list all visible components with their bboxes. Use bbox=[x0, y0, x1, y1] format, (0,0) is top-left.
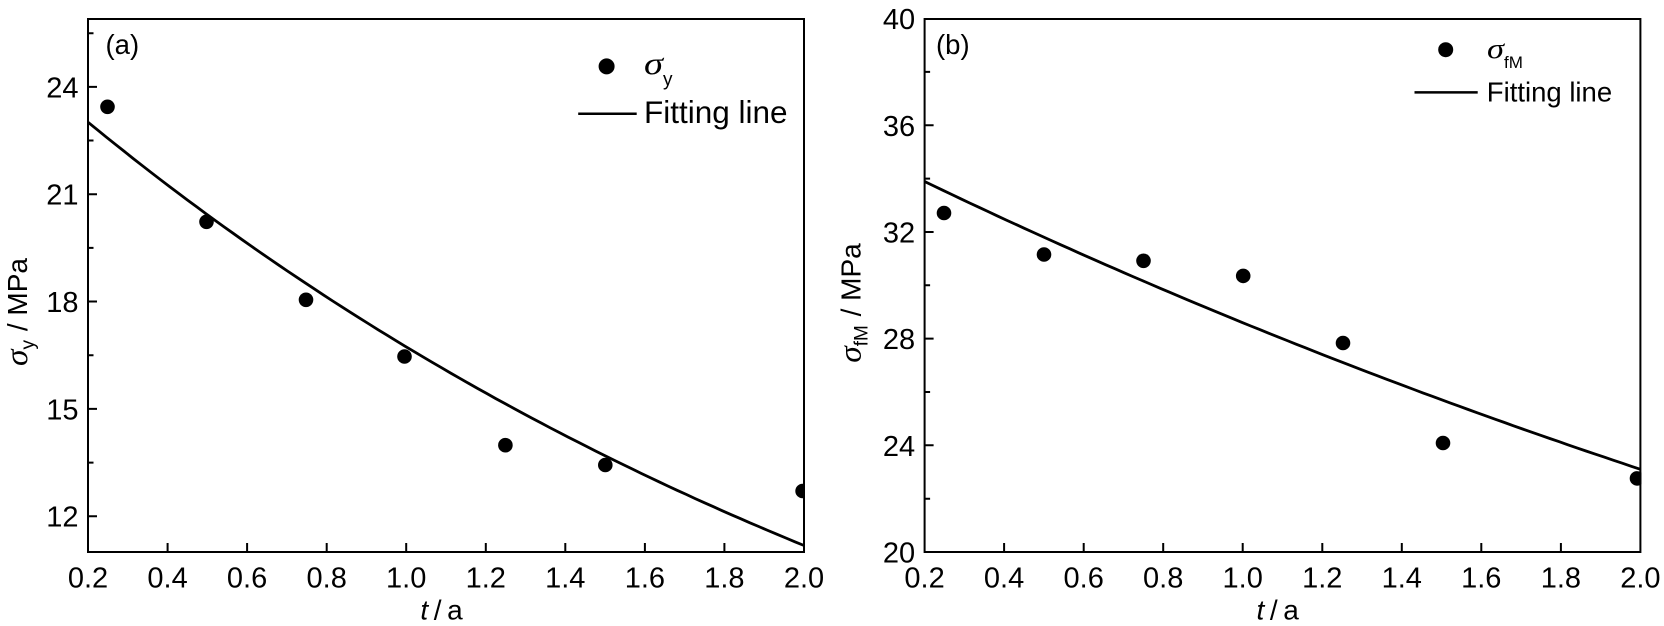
svg-text:0.6: 0.6 bbox=[227, 563, 267, 595]
svg-text:(a): (a) bbox=[106, 29, 140, 60]
svg-text:0.2: 0.2 bbox=[904, 563, 944, 595]
svg-text:28: 28 bbox=[883, 324, 915, 356]
svg-text:20: 20 bbox=[883, 538, 915, 570]
svg-text:0.4: 0.4 bbox=[984, 563, 1024, 595]
svg-text:0.8: 0.8 bbox=[1143, 563, 1183, 595]
svg-text:t / a: t / a bbox=[1257, 595, 1300, 626]
svg-text:σy / MPa: σy / MPa bbox=[0, 258, 39, 366]
svg-text:2.0: 2.0 bbox=[1620, 563, 1660, 595]
svg-text:24: 24 bbox=[46, 72, 78, 104]
svg-text:40: 40 bbox=[883, 4, 915, 36]
svg-text:0.8: 0.8 bbox=[307, 563, 347, 595]
svg-text:σfM / MPa: σfM / MPa bbox=[832, 243, 873, 363]
svg-text:1.0: 1.0 bbox=[386, 563, 426, 595]
svg-text:1.6: 1.6 bbox=[1461, 563, 1501, 595]
svg-text:0.4: 0.4 bbox=[147, 563, 187, 595]
svg-text:1.2: 1.2 bbox=[466, 563, 506, 595]
svg-text:21: 21 bbox=[46, 180, 78, 212]
svg-text:(b): (b) bbox=[936, 29, 970, 60]
svg-text:σy: σy bbox=[644, 45, 673, 91]
svg-text:σfM: σfM bbox=[1487, 33, 1523, 72]
svg-text:18: 18 bbox=[46, 287, 78, 319]
svg-text:1.4: 1.4 bbox=[545, 563, 585, 595]
svg-text:24: 24 bbox=[883, 431, 915, 463]
svg-text:12: 12 bbox=[46, 502, 78, 534]
svg-text:15: 15 bbox=[46, 394, 78, 426]
svg-text:1.4: 1.4 bbox=[1382, 563, 1422, 595]
svg-text:1.8: 1.8 bbox=[704, 563, 744, 595]
svg-text:2.0: 2.0 bbox=[784, 563, 824, 595]
svg-text:Fitting line: Fitting line bbox=[644, 94, 788, 130]
svg-text:Fitting line: Fitting line bbox=[1487, 77, 1612, 108]
svg-text:1.0: 1.0 bbox=[1223, 563, 1263, 595]
svg-text:t / a: t / a bbox=[420, 595, 463, 626]
svg-text:36: 36 bbox=[883, 111, 915, 143]
svg-text:32: 32 bbox=[883, 218, 915, 250]
svg-text:0.2: 0.2 bbox=[68, 563, 108, 595]
svg-text:1.2: 1.2 bbox=[1302, 563, 1342, 595]
svg-text:1.6: 1.6 bbox=[625, 563, 665, 595]
svg-text:1.8: 1.8 bbox=[1541, 563, 1581, 595]
svg-text:0.6: 0.6 bbox=[1064, 563, 1104, 595]
